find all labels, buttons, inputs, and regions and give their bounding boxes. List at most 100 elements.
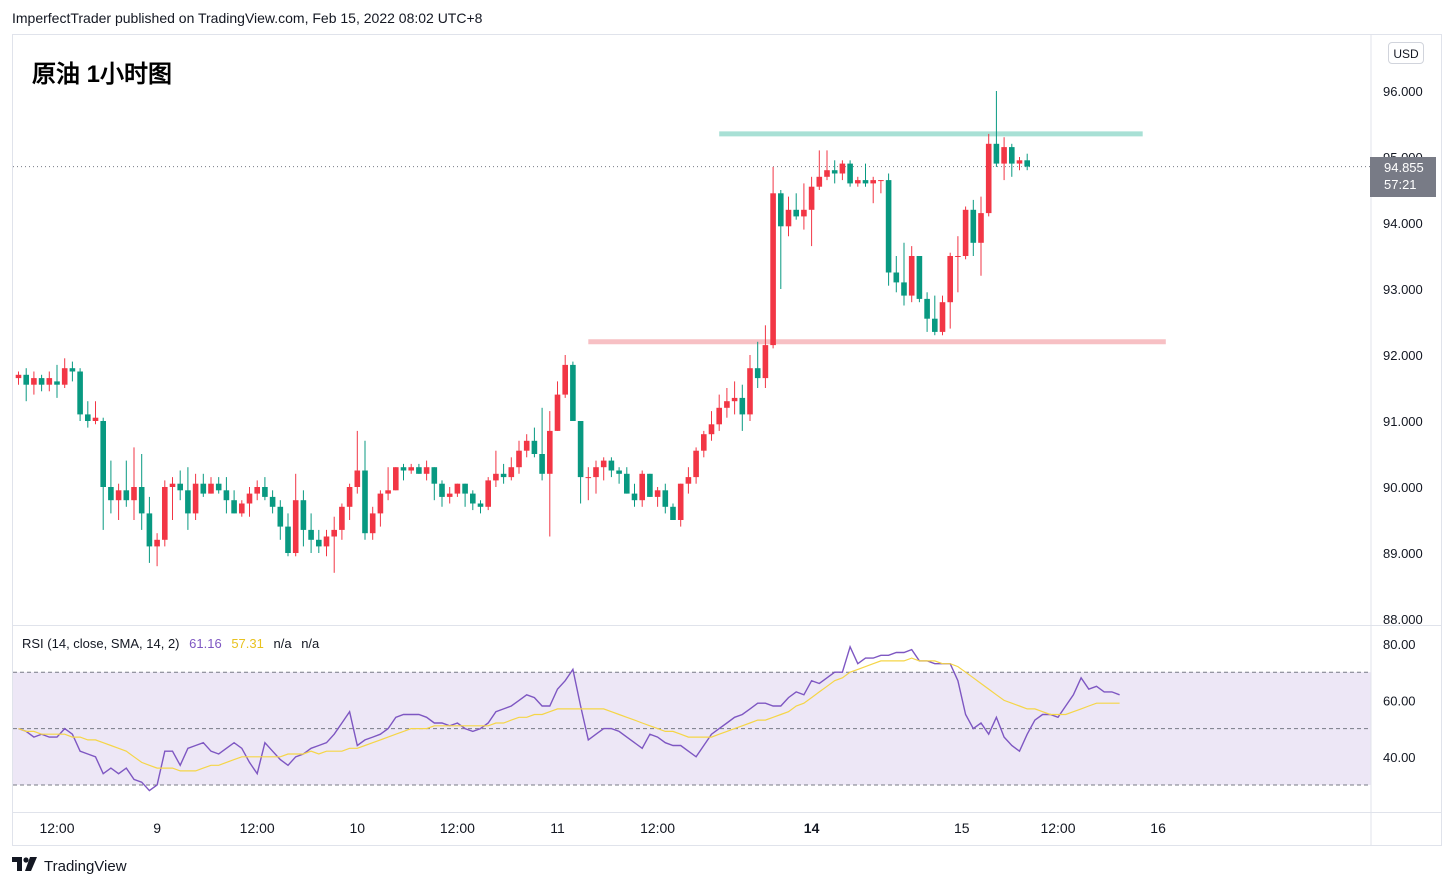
candle-body bbox=[739, 397, 746, 415]
time-tick-label: 12:00 bbox=[440, 820, 475, 836]
candle-body bbox=[916, 256, 923, 299]
candle-body bbox=[824, 170, 830, 177]
candle-body bbox=[246, 493, 253, 504]
candle-body bbox=[377, 493, 384, 514]
candle-body bbox=[624, 473, 630, 494]
candle-body bbox=[878, 180, 884, 182]
candle-body bbox=[885, 180, 892, 273]
candle-body bbox=[346, 487, 353, 507]
time-tick-label: 12:00 bbox=[1040, 820, 1075, 836]
bar-countdown: 57:21 bbox=[1384, 177, 1417, 192]
candle-body bbox=[493, 473, 499, 481]
candle-body bbox=[531, 440, 538, 454]
candle-body bbox=[308, 529, 314, 540]
candle-body bbox=[639, 473, 645, 501]
candle-body bbox=[523, 440, 530, 451]
time-tick-label: 12:00 bbox=[240, 820, 275, 836]
time-tick-label: 10 bbox=[350, 820, 366, 836]
candle-body bbox=[770, 193, 776, 346]
candle-body bbox=[31, 378, 37, 385]
candle-body bbox=[747, 368, 753, 415]
candle-body bbox=[362, 470, 368, 534]
rsi-legend-label: RSI (14, close, SMA, 14, 2) bbox=[22, 636, 180, 651]
candle-body bbox=[654, 490, 661, 497]
candle-body bbox=[439, 483, 445, 497]
candle-body bbox=[862, 180, 869, 184]
candle-body bbox=[162, 487, 168, 540]
candle-body bbox=[516, 450, 522, 468]
candle-body bbox=[662, 490, 669, 507]
candle-body bbox=[731, 397, 738, 402]
candle-body bbox=[908, 256, 915, 296]
candle-body bbox=[855, 180, 861, 184]
candle-body bbox=[924, 298, 930, 319]
candle-body bbox=[708, 424, 715, 435]
candle-body bbox=[724, 401, 730, 408]
time-tick-label: 16 bbox=[1150, 820, 1166, 836]
price-tick-label: 88.000 bbox=[1383, 612, 1423, 627]
candle-body bbox=[15, 374, 22, 379]
candle-body bbox=[778, 193, 784, 227]
chart-frame bbox=[12, 34, 1442, 846]
candle-body bbox=[223, 490, 230, 501]
candle-body bbox=[701, 434, 707, 451]
candle-body bbox=[831, 170, 838, 174]
rsi-tick-label: 40.00 bbox=[1383, 750, 1416, 765]
candle-body bbox=[400, 467, 407, 471]
time-tick-label: 14 bbox=[804, 820, 820, 836]
candle-body bbox=[300, 500, 307, 530]
candle-body bbox=[585, 477, 592, 479]
footer-brand[interactable]: TradingView bbox=[12, 857, 127, 875]
candle-body bbox=[785, 209, 792, 227]
candle-body bbox=[239, 503, 245, 514]
candle-body bbox=[354, 470, 361, 487]
candle-body bbox=[23, 374, 29, 385]
candle-body bbox=[901, 282, 907, 296]
candle-body bbox=[978, 213, 984, 243]
candle-body bbox=[570, 364, 576, 421]
candle-body bbox=[847, 163, 853, 184]
candle-body bbox=[431, 467, 438, 484]
candle-body bbox=[138, 487, 145, 514]
price-tick-label: 91.000 bbox=[1383, 414, 1423, 429]
time-tick-label: 12:00 bbox=[640, 820, 675, 836]
time-tick-label: 15 bbox=[954, 820, 970, 836]
candle-body bbox=[85, 414, 91, 421]
candle-body bbox=[215, 483, 222, 491]
candle-body bbox=[100, 421, 106, 487]
candle-body bbox=[192, 483, 199, 514]
price-tick-label: 96.000 bbox=[1383, 84, 1423, 99]
candle-body bbox=[323, 536, 330, 547]
rsi-sma-value: 57.31 bbox=[231, 636, 264, 651]
candle-body bbox=[647, 473, 653, 497]
candle-body bbox=[1009, 147, 1015, 164]
tradingview-logo-icon bbox=[12, 857, 38, 875]
candle-body bbox=[316, 539, 322, 547]
rsi-legend[interactable]: RSI (14, close, SMA, 14, 2) 61.16 57.31 … bbox=[22, 636, 319, 651]
candle-body bbox=[1024, 160, 1030, 167]
candle-body bbox=[508, 467, 515, 478]
candle-body bbox=[1016, 160, 1023, 164]
price-tick-label: 92.000 bbox=[1383, 348, 1423, 363]
candle-body bbox=[554, 394, 561, 431]
candle-body bbox=[1001, 147, 1007, 164]
currency-button[interactable]: USD bbox=[1388, 42, 1424, 64]
rsi-tick-label: 80.00 bbox=[1383, 637, 1416, 652]
candle-body bbox=[893, 272, 900, 283]
price-tick-label: 93.000 bbox=[1383, 282, 1423, 297]
rsi-na-value-2: n/a bbox=[301, 636, 320, 651]
candle-body bbox=[801, 209, 807, 217]
candle-body bbox=[631, 493, 638, 501]
rsi-na-value-1: n/a bbox=[273, 636, 292, 651]
candle-body bbox=[115, 490, 122, 501]
price-tick-label: 89.000 bbox=[1383, 546, 1423, 561]
rsi-tick-label: 60.00 bbox=[1383, 693, 1416, 708]
candle-body bbox=[254, 487, 260, 494]
candle-body bbox=[331, 529, 337, 537]
last-price-value: 94.855 bbox=[1384, 160, 1424, 175]
candle-body bbox=[477, 503, 484, 507]
footer-brand-label: TradingView bbox=[44, 857, 127, 875]
candle-body bbox=[762, 345, 769, 379]
candle-body bbox=[462, 483, 468, 494]
